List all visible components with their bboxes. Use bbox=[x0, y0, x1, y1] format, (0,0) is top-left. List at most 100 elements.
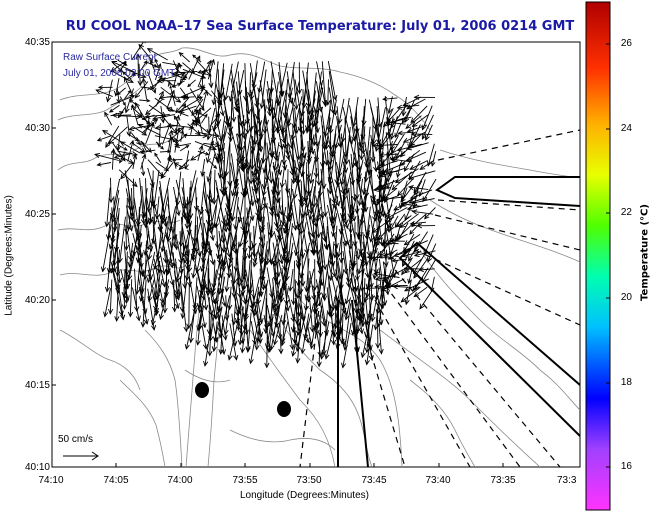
current-vector-head bbox=[153, 63, 158, 68]
current-vector bbox=[424, 207, 436, 220]
current-vector-head bbox=[180, 313, 186, 320]
current-vector bbox=[153, 224, 160, 273]
current-vector-head bbox=[372, 273, 378, 280]
current-vector-head bbox=[409, 194, 416, 200]
current-vector bbox=[272, 151, 281, 195]
current-vector bbox=[330, 285, 338, 318]
current-vector-head bbox=[129, 98, 134, 104]
current-vector-head bbox=[223, 171, 229, 178]
current-vector-head bbox=[411, 199, 418, 205]
current-vector-head bbox=[330, 339, 337, 346]
current-vector-head bbox=[272, 302, 278, 309]
current-vector bbox=[325, 225, 328, 249]
current-vector bbox=[117, 59, 127, 66]
current-vector bbox=[377, 97, 381, 127]
current-vector-head bbox=[181, 95, 186, 100]
legend-title: Raw Surface Current bbox=[63, 52, 157, 63]
current-vector bbox=[236, 133, 244, 172]
current-vector bbox=[309, 270, 315, 300]
current-vector bbox=[308, 277, 311, 302]
current-vector-head bbox=[245, 128, 251, 135]
current-vector bbox=[386, 270, 398, 287]
current-vector-head bbox=[368, 236, 374, 243]
current-vector-head bbox=[366, 168, 372, 175]
current-vector-head bbox=[306, 190, 312, 197]
current-vector bbox=[266, 267, 273, 298]
current-vector bbox=[222, 232, 231, 268]
current-vector-head bbox=[160, 117, 166, 124]
current-vector-head bbox=[387, 108, 393, 115]
current-vector bbox=[174, 70, 198, 74]
current-vector bbox=[131, 42, 144, 61]
current-vector bbox=[372, 114, 379, 145]
current-vector-head bbox=[105, 142, 111, 148]
current-vector bbox=[250, 72, 258, 100]
current-vector-head bbox=[403, 286, 410, 292]
current-vector bbox=[309, 186, 316, 220]
current-vector-head bbox=[210, 287, 216, 294]
current-vector-head bbox=[322, 211, 328, 218]
current-vector bbox=[386, 116, 412, 125]
current-vector-head bbox=[112, 266, 118, 273]
current-vector bbox=[169, 124, 194, 129]
current-vector-head bbox=[122, 61, 127, 66]
current-vector bbox=[179, 276, 183, 312]
current-vector bbox=[256, 152, 265, 191]
current-vector bbox=[378, 287, 385, 327]
current-vector-head bbox=[390, 122, 396, 129]
current-vector-head bbox=[243, 239, 249, 246]
current-vector-head bbox=[311, 238, 317, 245]
current-vector bbox=[277, 89, 287, 133]
current-vector-head bbox=[276, 99, 282, 106]
current-vector bbox=[362, 241, 369, 278]
current-vector bbox=[313, 99, 321, 146]
current-vector-head bbox=[248, 178, 254, 185]
current-vector-head bbox=[205, 157, 211, 164]
current-vector bbox=[231, 313, 236, 346]
current-vector-head bbox=[120, 155, 126, 162]
current-vector bbox=[318, 223, 324, 266]
current-vector bbox=[268, 80, 273, 104]
current-vector-head bbox=[182, 214, 188, 221]
current-vector bbox=[201, 159, 206, 177]
current-vector-head bbox=[295, 346, 301, 353]
current-vector bbox=[323, 142, 328, 166]
current-vector-head bbox=[226, 263, 232, 270]
current-vector bbox=[162, 195, 169, 224]
current-vector bbox=[171, 72, 185, 80]
current-vector bbox=[353, 243, 357, 268]
current-vector bbox=[392, 150, 406, 163]
current-vector-head bbox=[282, 164, 288, 171]
current-vector bbox=[276, 251, 279, 286]
current-vector-head bbox=[191, 110, 197, 117]
current-vector-head bbox=[206, 194, 212, 201]
current-vector bbox=[277, 197, 281, 229]
current-vector-head bbox=[212, 222, 218, 229]
current-vector bbox=[175, 143, 191, 147]
current-vector bbox=[275, 288, 282, 316]
current-vector-head bbox=[308, 214, 314, 221]
current-vector-head bbox=[354, 208, 360, 215]
current-vector-head bbox=[160, 145, 164, 150]
current-vector bbox=[145, 216, 149, 250]
current-vector-head bbox=[277, 236, 284, 243]
current-vector-head bbox=[390, 144, 395, 151]
current-vector bbox=[231, 251, 235, 298]
current-vector-head bbox=[128, 126, 135, 132]
current-vector-head bbox=[143, 249, 149, 256]
current-vector bbox=[173, 279, 176, 312]
current-vector-head bbox=[96, 162, 102, 167]
current-vector bbox=[299, 107, 301, 132]
current-vector bbox=[244, 158, 252, 197]
current-vector bbox=[342, 106, 353, 144]
current-vector bbox=[284, 213, 293, 255]
current-vector bbox=[300, 134, 305, 158]
current-vector bbox=[305, 179, 315, 217]
current-vector bbox=[249, 251, 253, 295]
current-vector bbox=[117, 260, 121, 283]
current-vector bbox=[138, 44, 153, 62]
current-vector bbox=[250, 99, 260, 147]
current-vector bbox=[234, 197, 239, 230]
current-vector-head bbox=[209, 259, 216, 266]
current-vector bbox=[421, 114, 434, 140]
